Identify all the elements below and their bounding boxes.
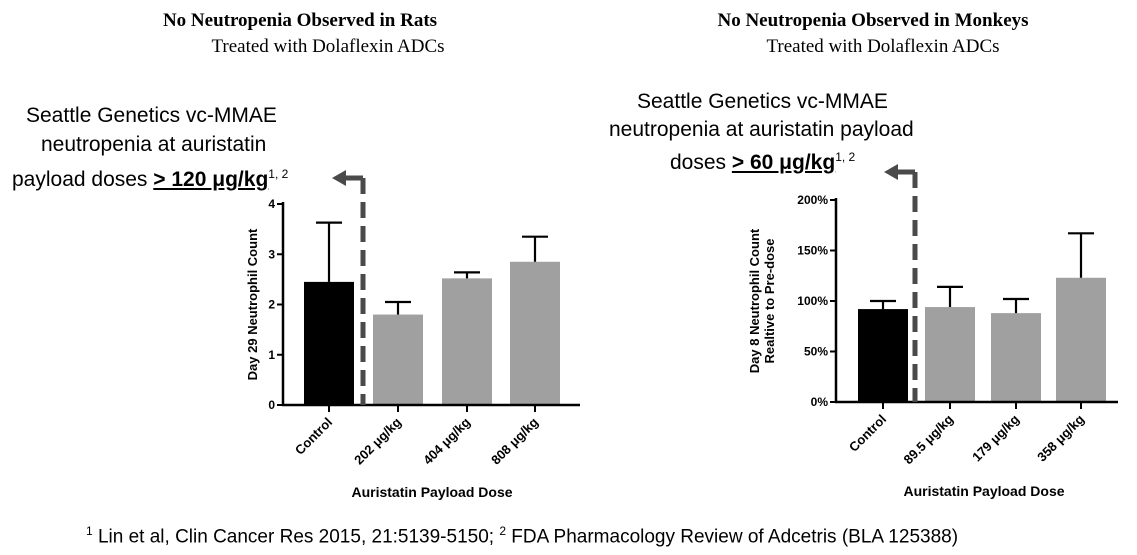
monkeys-y-tick-label-2: 100%	[797, 294, 828, 308]
right-note-line1: Seattle Genetics vc-MMAE	[637, 90, 888, 113]
left-note-line1: Seattle Genetics vc-MMAE	[26, 104, 277, 127]
monkeys-x-axis-label: Auristatin Payload Dose	[903, 483, 1064, 499]
rats-category-label-1: 202 μg/kg	[351, 414, 404, 467]
rats-y-tick-label-3: 3	[268, 247, 275, 261]
right-note-line3: doses > 60 μg/kg1, 2	[670, 150, 855, 175]
monkeys-category-label-3: 358 μg/kg	[1034, 411, 1087, 464]
rats-y-tick-label-1: 1	[268, 348, 275, 362]
monkeys-y-tick-label-3: 150%	[797, 244, 828, 258]
rats-bar-0	[304, 281, 354, 405]
rats-y-tick-label-0: 0	[268, 398, 275, 412]
rats-bar-1	[373, 314, 423, 405]
arrow-annotations	[332, 164, 918, 405]
monkeys-y-axis-label-2: Realtive to Pre-dose	[762, 239, 777, 364]
monkeys-y-tick-label-0: 0%	[811, 395, 829, 409]
rats-y-tick-label-2: 2	[268, 298, 275, 312]
right-note-line2: neutropenia at auristatin payload	[609, 118, 914, 141]
left-note-line2: neutropenia at auristatin	[41, 133, 267, 156]
left-note-line3: payload doses > 120 μg/kg1, 2	[12, 167, 288, 192]
rats-bar-2	[442, 278, 492, 405]
monkeys-bar-3	[1056, 277, 1106, 402]
right-note-refs: 1, 2	[835, 150, 856, 164]
left-chart-subtitle: Treated with Dolaflexin ADCs	[211, 36, 445, 57]
rats-y-axis-label: Day 29 Neutrophil Count	[245, 228, 260, 380]
monkeys-y-tick-label-4: 200%	[797, 193, 828, 207]
monkeys-category-label-2: 179 μg/kg	[969, 411, 1022, 464]
rats-category-label-2: 404 μg/kg	[420, 414, 473, 467]
charts-canvas: Control 202 μg/kg 404 μg/kg 808 μg/kg 0 1 2 3 4 D…	[245, 164, 1118, 500]
left-note-prefix: payload doses	[12, 168, 154, 191]
right-note-prefix: doses	[670, 151, 732, 174]
right-chart-title: No Neutropenia Observed in Monkeys	[717, 10, 1029, 31]
footnote-ref2-num: 2	[499, 524, 507, 538]
monkeys-chart: Control 89.5 μg/kg 179 μg/kg 358 μg/kg 0% 50%…	[747, 193, 1118, 499]
monkeys-y-axis-label: Day 8 Neutrophil Count	[747, 228, 762, 373]
monkeys-category-label-1: 89.5 μg/kg	[901, 411, 957, 467]
rats-category-label-0: Control	[292, 415, 335, 458]
footnote-ref2-text: FDA Pharmacology Review of Adcetris (BLA…	[506, 526, 959, 548]
rats-x-axis-label: Auristatin Payload Dose	[351, 484, 512, 500]
right-note-dose: > 60 μg/kg	[731, 151, 836, 174]
left-chart-title: No Neutropenia Observed in Rats	[162, 10, 438, 31]
left-note-refs: 1, 2	[268, 167, 289, 181]
monkeys-bar-0	[858, 309, 908, 402]
footnote-ref1-text: Lin et al, Clin Cancer Res 2015, 21:5139…	[92, 526, 500, 548]
monkeys-y-tick-label-1: 50%	[804, 345, 828, 359]
left-note-dose: > 120 μg/kg	[153, 168, 269, 191]
rats-bar-3	[510, 261, 560, 405]
rats-chart: Control 202 μg/kg 404 μg/kg 808 μg/kg 0 1 2 3 4 D…	[245, 197, 580, 500]
rats-category-label-3: 808 μg/kg	[488, 414, 541, 467]
rats-y-tick-label-4: 4	[268, 197, 275, 211]
monkeys-bar-2	[991, 313, 1041, 402]
right-chart-subtitle: Treated with Dolaflexin ADCs	[766, 36, 1000, 57]
monkeys-bar-1	[925, 307, 975, 402]
footnote-ref1-num: 1	[86, 524, 93, 538]
rats-threshold-arrow-head	[332, 170, 346, 186]
monkeys-category-label-0: Control	[846, 412, 889, 455]
monkeys-threshold-arrow-head	[884, 164, 898, 180]
footnote: 1 Lin et al, Clin Cancer Res 2015, 21:51…	[86, 524, 958, 548]
